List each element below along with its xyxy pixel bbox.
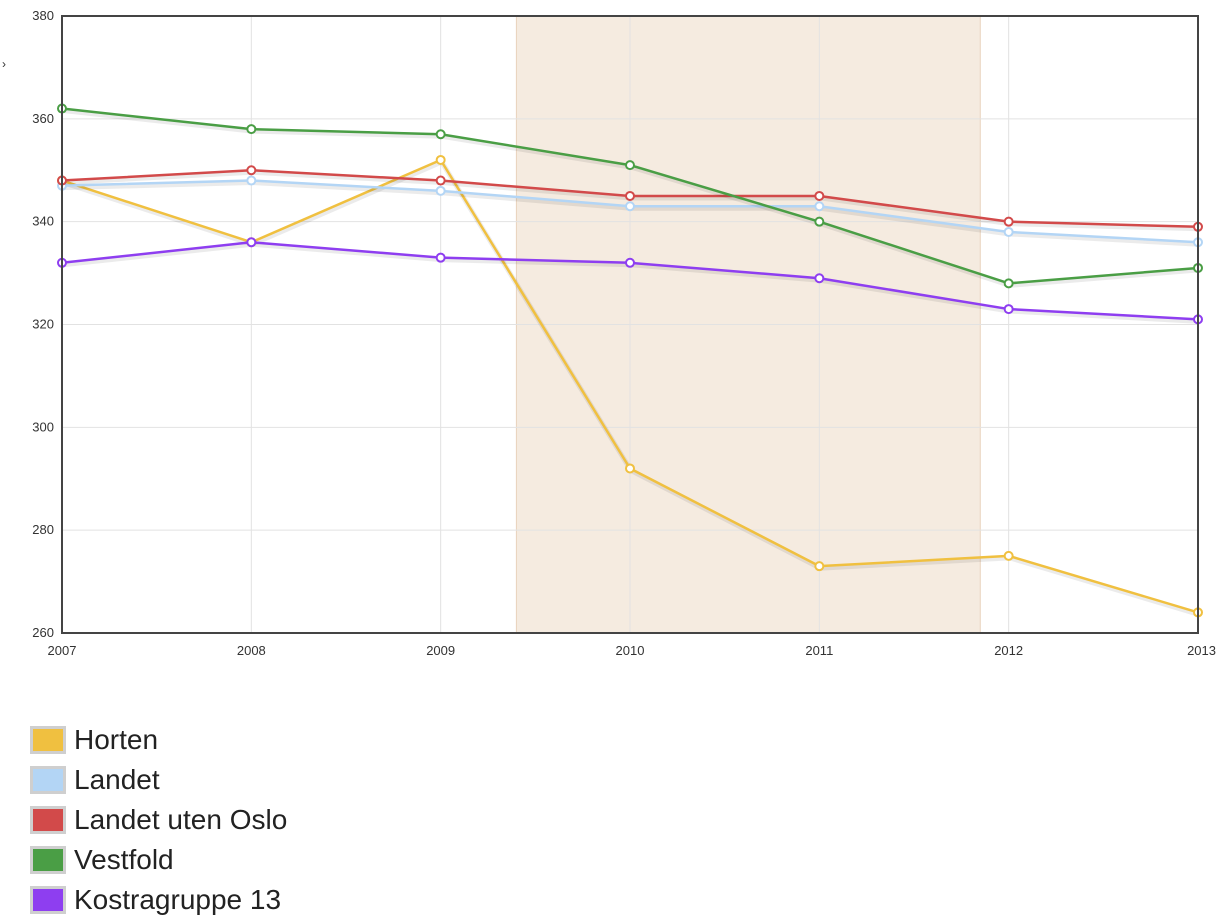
y-tick-label: 260 bbox=[32, 625, 54, 640]
x-tick-label: 2011 bbox=[805, 643, 833, 658]
data-point[interactable] bbox=[246, 165, 257, 176]
x-tick-label: 2009 bbox=[426, 643, 455, 658]
data-point[interactable] bbox=[435, 154, 446, 165]
plot-frame bbox=[61, 15, 1199, 634]
legend-swatch-fill bbox=[33, 769, 63, 791]
data-point[interactable] bbox=[246, 237, 257, 248]
data-point[interactable] bbox=[814, 201, 825, 212]
legend-label: Vestfold bbox=[74, 844, 174, 875]
data-point[interactable] bbox=[625, 190, 635, 201]
legend-swatch-fill bbox=[33, 849, 63, 871]
legend-swatch-fill bbox=[33, 809, 63, 831]
data-point[interactable] bbox=[1003, 216, 1014, 227]
data-point[interactable] bbox=[435, 129, 446, 140]
x-tick-label: 2010 bbox=[616, 643, 645, 658]
data-point[interactable] bbox=[814, 190, 825, 201]
legend-swatch-fill bbox=[33, 889, 63, 911]
edge-glyph: › bbox=[2, 57, 6, 71]
legend-swatch bbox=[30, 726, 66, 754]
legend: Horten Landet Landet uten Oslo Vestfold Kost… bbox=[30, 720, 287, 920]
legend-label: Landet bbox=[74, 764, 160, 795]
legend-swatch bbox=[30, 886, 66, 914]
legend-swatch bbox=[30, 806, 66, 834]
y-tick-label: 320 bbox=[32, 317, 54, 332]
legend-label: Horten bbox=[74, 724, 159, 755]
data-point[interactable] bbox=[814, 273, 825, 284]
legend-swatch bbox=[30, 766, 66, 794]
y-tick-label: 280 bbox=[32, 522, 54, 537]
x-tick-label: 2013 bbox=[1187, 643, 1216, 658]
data-point[interactable] bbox=[246, 124, 257, 135]
data-point[interactable] bbox=[625, 201, 635, 212]
data-point[interactable] bbox=[435, 252, 446, 263]
legend-swatch bbox=[30, 846, 66, 874]
y-tick-label: 360 bbox=[32, 111, 54, 126]
y-tick-label: 300 bbox=[32, 419, 54, 434]
legend-swatch-fill bbox=[33, 729, 63, 751]
legend-label: Kostragruppe 13 bbox=[74, 884, 282, 915]
legend-item[interactable]: Landet uten Oslo bbox=[30, 800, 287, 840]
grid-layer bbox=[61, 15, 1199, 634]
data-point[interactable] bbox=[625, 463, 635, 474]
data-point[interactable] bbox=[814, 216, 825, 227]
legend-item[interactable]: Landet bbox=[30, 760, 287, 800]
data-point[interactable] bbox=[1003, 226, 1014, 237]
y-tick-label: 340 bbox=[32, 214, 54, 229]
data-point[interactable] bbox=[1003, 304, 1014, 315]
data-point[interactable] bbox=[625, 257, 635, 268]
tick-label-layer: 260 280 300 320 340 360 380 2007 2008 2009 2010 201… bbox=[2, 8, 1216, 658]
data-point[interactable] bbox=[1003, 550, 1014, 561]
data-point[interactable] bbox=[435, 175, 446, 186]
data-point[interactable] bbox=[246, 175, 257, 186]
data-point[interactable] bbox=[1003, 278, 1014, 289]
x-tick-label: 2012 bbox=[994, 643, 1023, 658]
legend-item[interactable]: Horten bbox=[30, 720, 287, 760]
data-point[interactable] bbox=[814, 561, 825, 572]
legend-item[interactable]: Vestfold bbox=[30, 840, 287, 880]
data-point[interactable] bbox=[625, 160, 635, 171]
x-tick-label: 2008 bbox=[237, 643, 266, 658]
x-tick-label: 2007 bbox=[48, 643, 77, 658]
legend-label: Landet uten Oslo bbox=[74, 804, 288, 835]
line-chart: 260 280 300 320 340 360 380 2007 2008 2009 2010 201… bbox=[2, 8, 1216, 658]
legend-item[interactable]: Kostragruppe 13 bbox=[30, 880, 287, 920]
data-point[interactable] bbox=[435, 185, 446, 196]
axis-layer bbox=[61, 15, 1199, 634]
y-tick-label: 380 bbox=[32, 8, 54, 23]
